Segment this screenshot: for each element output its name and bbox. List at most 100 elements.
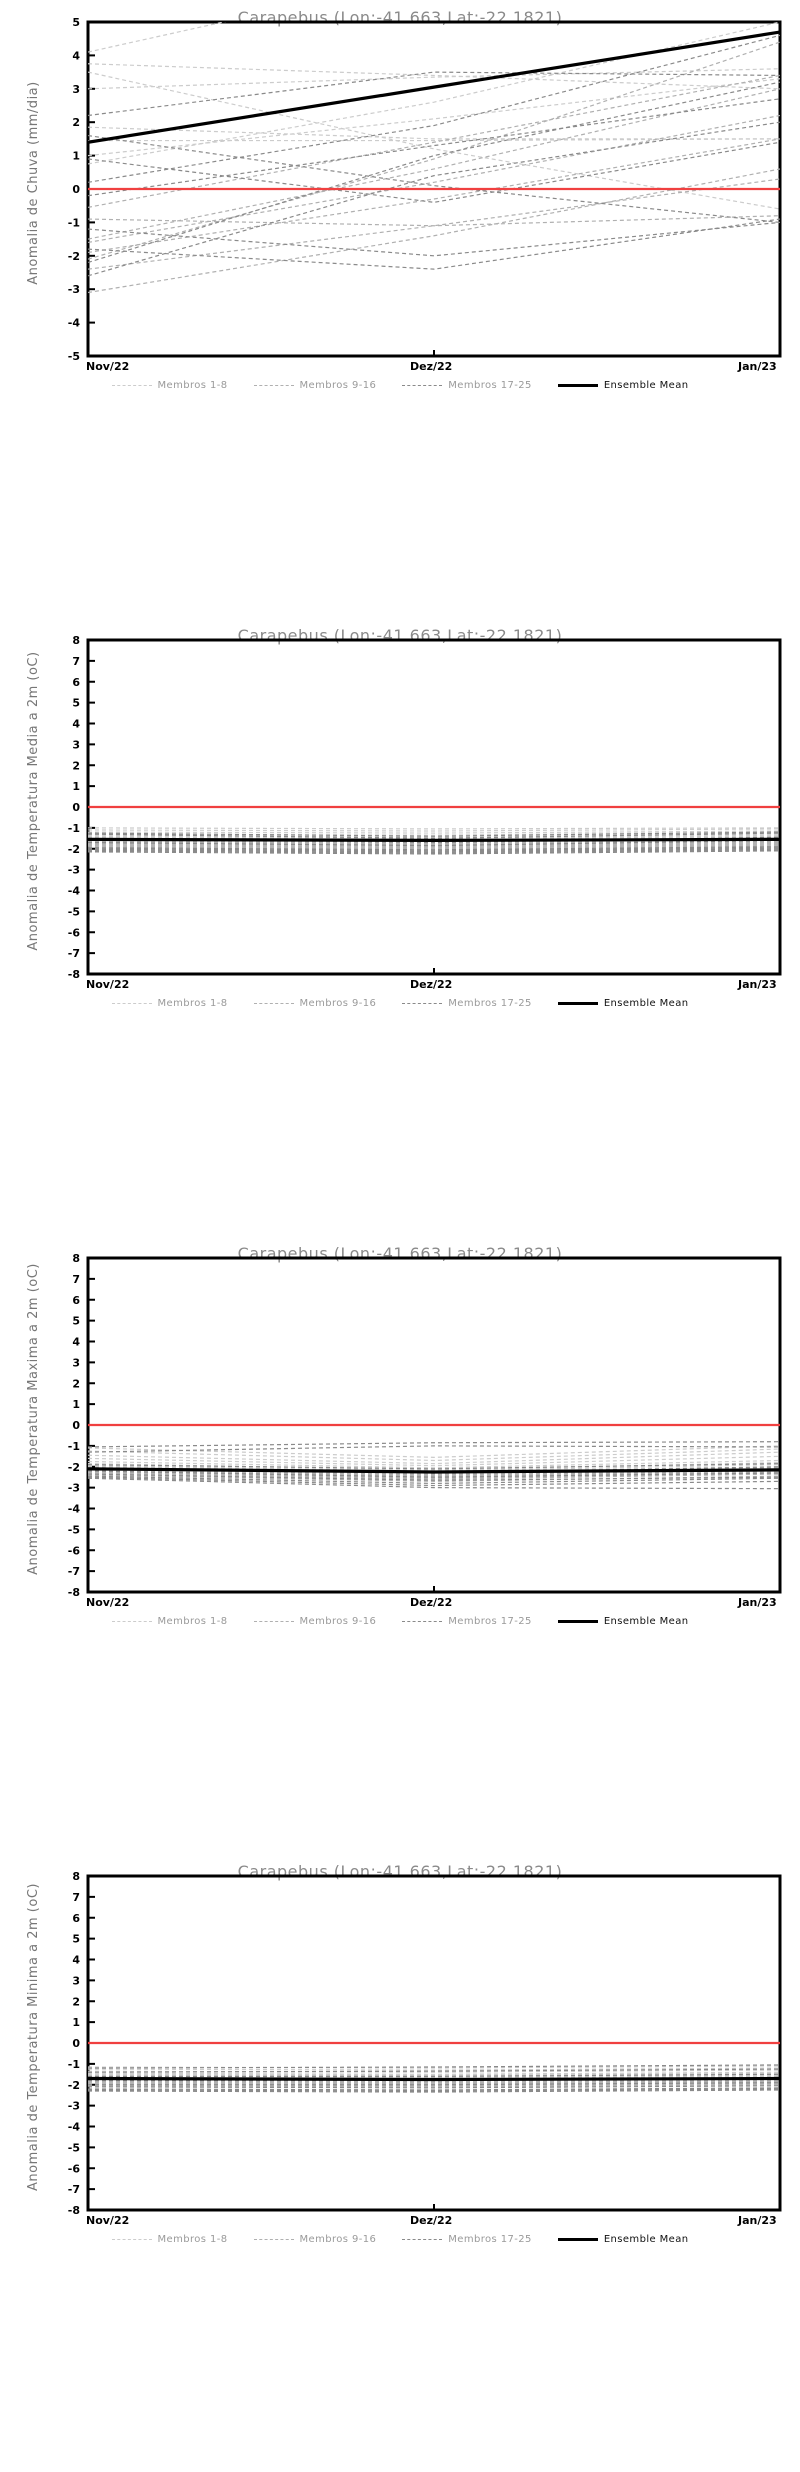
member-line (88, 842, 780, 848)
plot-area: 8 7 6 5 4 3 2 1 0 -1 -2 -3 -4 -5 -6 -7 -8 (0, 1854, 800, 2472)
legend-item[interactable]: Membros 17-25 (402, 998, 532, 1009)
legend-item[interactable]: Membros 17-25 (402, 380, 532, 391)
legend-item-label: Ensemble Mean (603, 380, 689, 391)
member-line (88, 1475, 780, 1485)
legend-line-swatch (402, 1621, 443, 1622)
member-line (88, 846, 780, 851)
y-axis-tick-label: 7 (72, 1273, 80, 1286)
legend-item[interactable]: Membros 1-8 (111, 380, 228, 391)
chart-legend: Membros 1-8 Membros 9-16 Membros 17-25 Ense… (0, 2234, 800, 2245)
y-axis-tick-label: 5 (72, 16, 80, 29)
member-line (88, 68, 780, 90)
member-line (88, 2085, 780, 2089)
y-axis-tick-label: -2 (68, 250, 80, 263)
member-line (88, 114, 780, 244)
legend-item[interactable]: Membros 1-8 (111, 1616, 228, 1627)
y-axis-label: Anomalia de Temperatura Maxima a 2m (oC) (26, 1263, 41, 1575)
y-axis-tick-label: 0 (72, 2037, 80, 2050)
member-line (88, 78, 780, 157)
member-line (88, 22, 780, 165)
member-line (88, 126, 780, 140)
member-line (88, 74, 780, 208)
x-axis-tick-label: Nov/22 (86, 1596, 130, 1609)
member-line (88, 2079, 780, 2084)
x-axis-tick-label: Nov/22 (86, 2214, 130, 2227)
y-axis-tick-label: 6 (72, 1912, 80, 1925)
y-axis-tick-label: -5 (68, 350, 80, 363)
y-axis-tick-label: 2 (72, 116, 80, 129)
y-axis-tick-label: -1 (68, 216, 80, 229)
legend-item-label: Ensemble Mean (603, 2234, 689, 2245)
y-axis-tick-label: -8 (68, 1586, 80, 1599)
x-axis-tick-label: Nov/22 (86, 360, 130, 373)
member-line (88, 1445, 780, 1458)
legend-item-label: Membros 9-16 (299, 2234, 377, 2245)
legend-item[interactable]: Membros 9-16 (253, 998, 377, 1009)
legend-item[interactable]: Ensemble Mean (557, 998, 689, 1009)
legend-item[interactable]: Ensemble Mean (557, 1616, 689, 1627)
member-line (88, 2067, 780, 2071)
y-axis-tick-label: 0 (72, 1419, 80, 1432)
legend-line-swatch (253, 2239, 294, 2240)
y-axis-tick-label: -1 (68, 2058, 80, 2071)
member-line (88, 168, 780, 294)
legend-item[interactable]: Ensemble Mean (557, 380, 689, 391)
y-axis-label: Anomalia de Temperatura Minima a 2m (oC) (26, 1883, 41, 2191)
y-axis-tick-label: -8 (68, 968, 80, 981)
y-axis-tick-label: -2 (68, 2079, 80, 2092)
member-line (88, 138, 780, 254)
member-line (88, 141, 780, 203)
ensemble-mean-line (88, 837, 780, 843)
member-line (88, 178, 780, 270)
y-axis-tick-label: 3 (72, 1356, 80, 1369)
member-line (88, 849, 780, 854)
member-line (88, 221, 780, 257)
ensemble-mean-line (88, 30, 780, 144)
y-axis-tick-label: 4 (72, 49, 80, 62)
y-axis-tick-label: 1 (72, 780, 80, 793)
legend-item-label: Ensemble Mean (603, 1616, 689, 1627)
member-line (88, 218, 780, 270)
legend-item[interactable]: Membros 9-16 (253, 1616, 377, 1627)
member-line (88, 34, 780, 183)
plot-area: 5 4 3 2 1 0 -1 -2 -3 -4 -5 (0, 0, 800, 618)
legend-item[interactable]: Membros 1-8 (111, 998, 228, 1009)
legend-item[interactable]: Ensemble Mean (557, 2234, 689, 2245)
y-axis-tick-label: -1 (68, 1440, 80, 1453)
member-line (88, 839, 780, 845)
legend-item-label: Ensemble Mean (603, 998, 689, 1009)
legend-line-swatch (557, 2238, 598, 2241)
y-axis-tick-label: -4 (68, 2121, 81, 2134)
legend-item[interactable]: Membros 17-25 (402, 2234, 532, 2245)
y-axis-tick-label: 8 (72, 634, 80, 647)
legend-item-label: Membros 1-8 (157, 1616, 228, 1627)
legend-item[interactable]: Membros 9-16 (253, 380, 377, 391)
y-axis-label: Anomalia de Temperatura Media a 2m (oC) (26, 651, 41, 951)
x-axis-tick-label: Dez/22 (410, 978, 453, 991)
member-line (88, 1448, 780, 1462)
member-line (88, 1473, 780, 1481)
y-axis-tick-label: -4 (68, 317, 81, 330)
legend-item[interactable]: Membros 17-25 (402, 1616, 532, 1627)
member-line (88, 215, 780, 227)
member-line (88, 1451, 780, 1465)
y-axis-tick-label: -2 (68, 843, 80, 856)
member-line (88, 1470, 780, 1478)
member-line (88, 2068, 780, 2073)
x-axis-tick-label: Jan/23 (738, 360, 777, 373)
legend-item-label: Membros 1-8 (157, 380, 228, 391)
legend-item[interactable]: Membros 9-16 (253, 2234, 377, 2245)
legend-item-label: Membros 1-8 (157, 998, 228, 1009)
legend-item[interactable]: Membros 1-8 (111, 2234, 228, 2245)
legend-line-swatch (111, 1621, 152, 1622)
chart-panel: Carapebus (Lon:-41.663,Lat:-22.1821) 8 7 6 5… (0, 1854, 800, 2472)
legend-line-swatch (253, 1003, 294, 1004)
member-line (88, 1476, 780, 1487)
legend-item-label: Membros 17-25 (448, 2234, 532, 2245)
chart-legend: Membros 1-8 Membros 9-16 Membros 17-25 Ense… (0, 1616, 800, 1627)
legend-line-swatch (111, 385, 152, 386)
member-line (88, 41, 780, 260)
legend-item-label: Membros 17-25 (448, 998, 532, 1009)
y-axis-tick-label: -3 (68, 2100, 80, 2113)
